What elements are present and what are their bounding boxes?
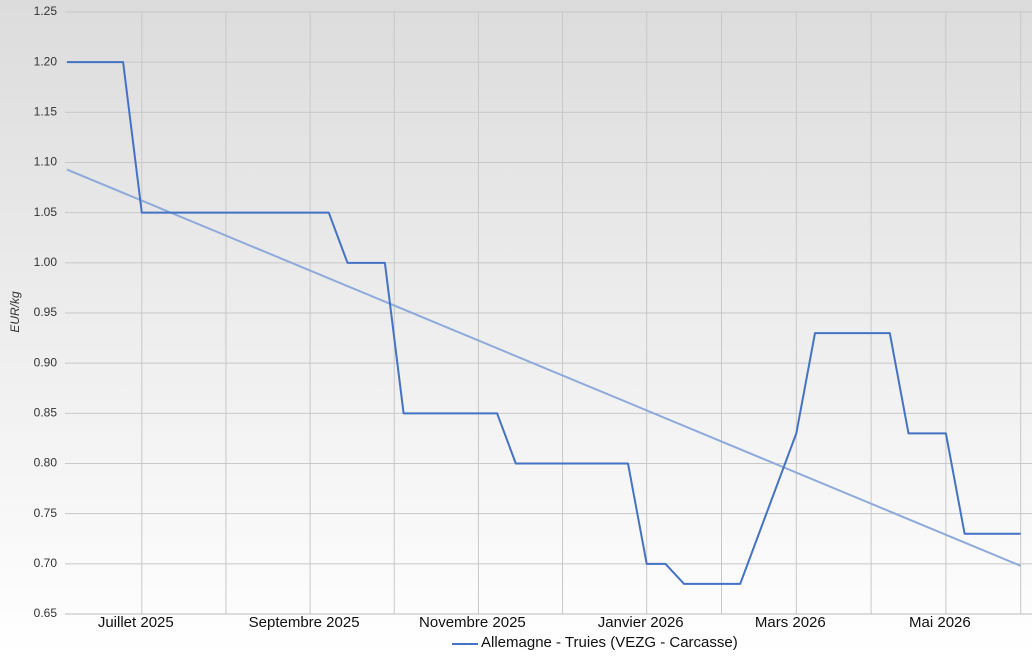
y-axis-label: EUR/kg [8, 291, 22, 333]
series-line [67, 61, 1021, 585]
y-tick-label: 0.80 [34, 456, 58, 470]
y-tick-label: 1.05 [34, 205, 58, 219]
y-tick-label: 1.00 [34, 255, 58, 269]
y-tick-label: 0.65 [34, 606, 58, 620]
y-tick-label: 0.70 [34, 556, 58, 570]
x-tick-label: Septembre 2025 [249, 614, 360, 631]
x-tick-label: Novembre 2025 [419, 614, 526, 631]
y-tick-label: 1.25 [34, 4, 58, 18]
y-tick-label: 0.90 [34, 355, 58, 369]
trendline [66, 168, 1022, 567]
legend-label: Allemagne - Truies (VEZG - Carcasse) [481, 634, 738, 651]
y-tick-label: 0.75 [34, 506, 58, 520]
x-tick-label: Juillet 2025 [98, 614, 174, 631]
y-tick-label: 0.85 [34, 406, 58, 420]
x-tick-label: Mai 2026 [909, 614, 971, 631]
y-tick-label: 1.10 [34, 155, 58, 169]
x-tick-label: Mars 2026 [755, 614, 826, 631]
y-tick-label: 1.15 [34, 105, 58, 119]
y-tick-label: 0.95 [34, 305, 58, 319]
y-tick-label: 1.20 [34, 54, 58, 68]
x-tick-label: Janvier 2026 [598, 614, 684, 631]
